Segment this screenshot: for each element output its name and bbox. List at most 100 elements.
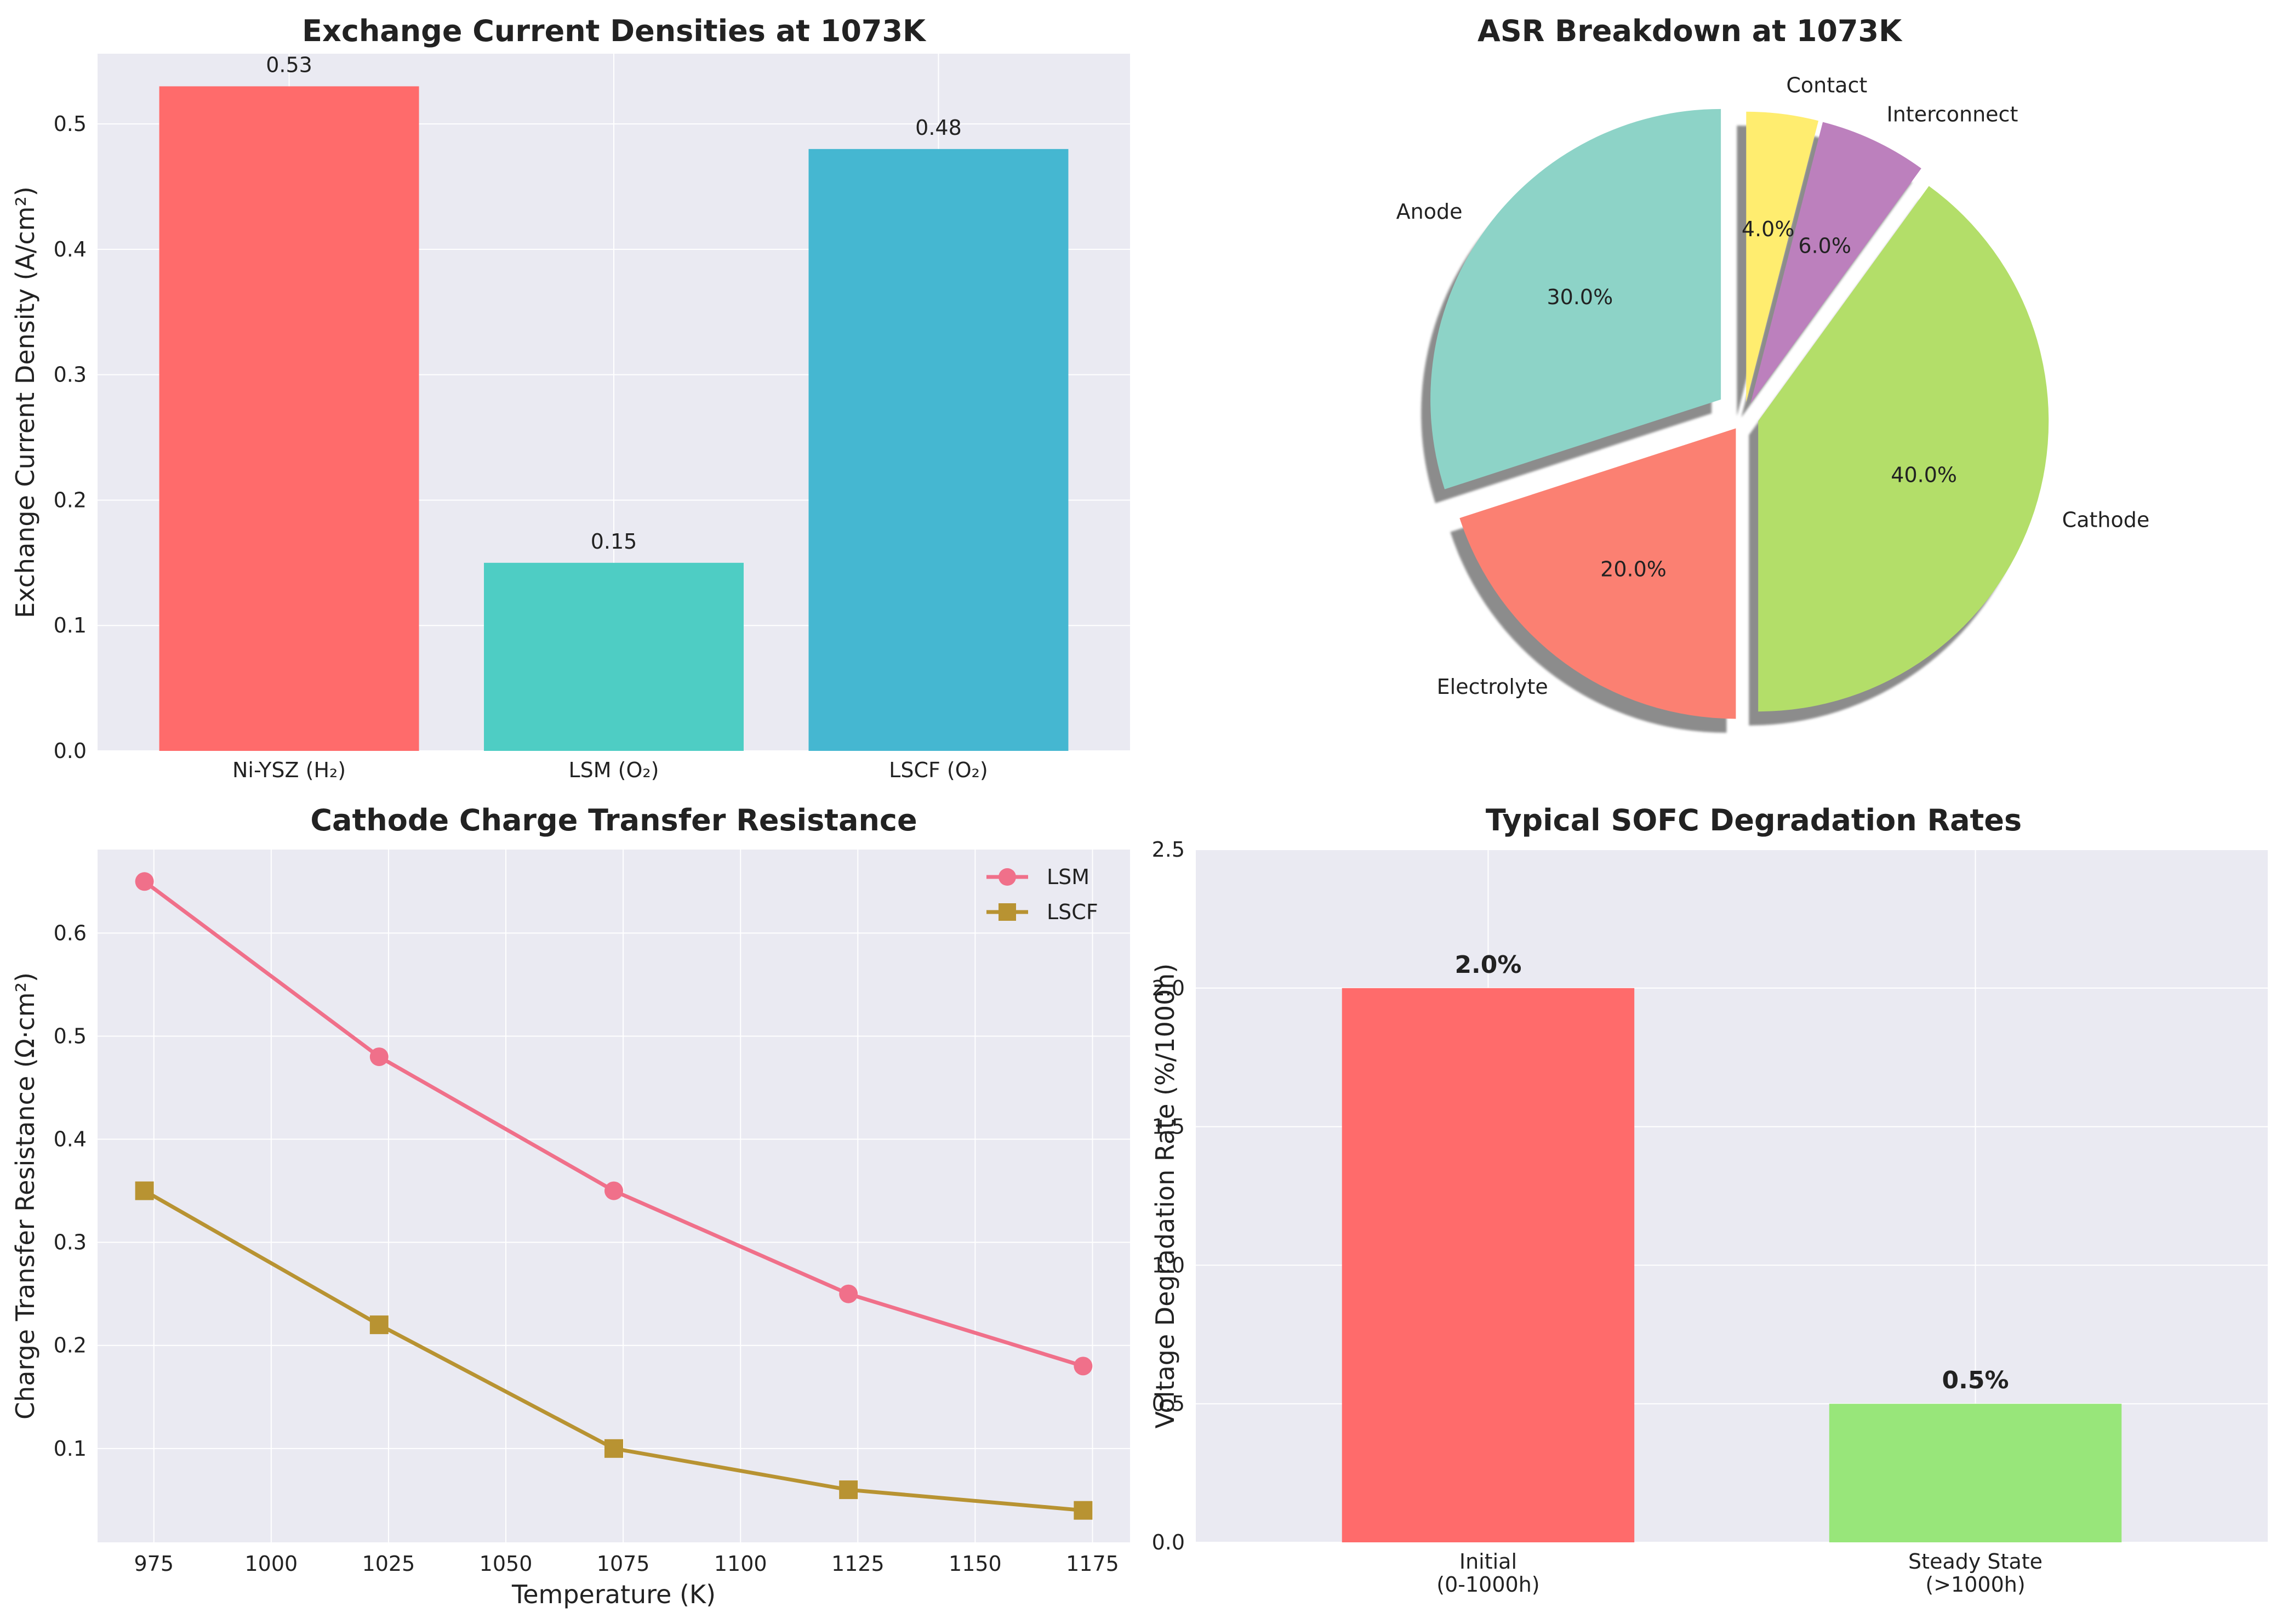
bar <box>1829 1404 2122 1542</box>
bars <box>159 86 1069 751</box>
pie-category-label: Interconnect <box>1887 102 2018 127</box>
y-tick-labels: 0.0 0.1 0.2 0.3 0.4 0.5 <box>54 112 87 763</box>
y-tick-label: 0.2 <box>54 488 87 512</box>
gridlines <box>98 850 1130 1542</box>
x-tick-labels: Ni-YSZ (H₂) LSM (O₂) LSCF (O₂) <box>232 758 988 782</box>
y-tick-label: 0.3 <box>54 363 87 387</box>
bar <box>484 562 744 751</box>
data-point <box>1074 1357 1093 1376</box>
legend: LSM LSCF <box>986 865 1098 924</box>
pie-slice <box>1758 186 2049 712</box>
x-tick-label: 1175 <box>1066 1552 1119 1576</box>
asr-breakdown-chart: 30.0% 20.0% 40.0% 6.0%4.0% Anode Electrolyte… <box>1396 14 2150 733</box>
pie-category-label: Electrolyte <box>1437 675 1548 699</box>
bar-value-label: 0.5% <box>1942 1366 2009 1394</box>
x-tick-label: Steady State (>1000h) <box>1908 1549 2043 1597</box>
data-point <box>1074 1501 1093 1520</box>
bar-value-label: 0.48 <box>915 116 962 140</box>
bar-value-label: 0.15 <box>591 529 637 554</box>
data-point <box>604 1439 623 1458</box>
data-point <box>135 872 154 891</box>
pie-slice <box>1750 122 1921 404</box>
data-labels: 0.53 0.15 0.48 <box>266 53 962 553</box>
y-tick-label: 0.3 <box>54 1230 87 1255</box>
y-tick-label: 1.5 <box>1152 1115 1185 1139</box>
x-tick-label: 1050 <box>480 1552 533 1576</box>
pie-category-label: Contact <box>1786 73 1867 97</box>
y-tick-label: 0.5 <box>54 1024 87 1048</box>
legend-swatch-marker <box>999 868 1016 886</box>
x-tick-label: LSM (O₂) <box>569 758 659 782</box>
data-point <box>839 1284 858 1303</box>
chart-title: Exchange Current Densities at 1073K <box>302 14 927 48</box>
pie-category-label: Cathode <box>2062 508 2150 532</box>
bar <box>1342 988 1635 1542</box>
y-axis-label: Voltage Degradation Rate (%/1000h) <box>1150 964 1180 1429</box>
pie-percent-label: 30.0% <box>1547 285 1613 309</box>
y-tick-label: 0.2 <box>54 1334 87 1358</box>
x-tick-label: LSCF (O₂) <box>889 758 988 782</box>
x-tick-label: Initial (0-1000h) <box>1436 1549 1539 1597</box>
pie-percent-label: 4.0% <box>1742 217 1795 241</box>
pie-slice <box>1430 109 1721 489</box>
y-tick-label: 2.0 <box>1152 976 1185 1000</box>
y-tick-label: 0.1 <box>54 1437 87 1461</box>
x-tick-label: 975 <box>134 1552 174 1576</box>
pie-percent-label: 20.0% <box>1600 557 1667 582</box>
y-tick-label: 2.5 <box>1152 837 1185 862</box>
x-axis-label: Temperature (K) <box>511 1580 716 1609</box>
x-tick-labels: Initial (0-1000h) Steady State (>1000h) <box>1436 1549 2043 1597</box>
degradation-rate-chart: 2.0% 0.5% 0.0 0.5 1.0 1.5 2.0 2.5 Initial (0-10… <box>1150 803 2268 1597</box>
legend-swatch-marker <box>999 903 1016 921</box>
x-tick-label: Ni-YSZ (H₂) <box>232 758 346 782</box>
bar-value-label: 2.0% <box>1454 951 1521 979</box>
bar <box>808 149 1069 751</box>
bar-value-label: 0.53 <box>266 53 312 77</box>
y-tick-label: 0.5 <box>1152 1392 1185 1416</box>
pie-percent-label: 40.0% <box>1891 463 1957 487</box>
exchange-current-chart: 0.53 0.15 0.48 0.0 0.1 0.2 0.3 0.4 0.5 Ni-YSZ (… <box>10 14 1130 782</box>
pie-slice <box>1746 111 1819 402</box>
y-axis-label: Exchange Current Density (A/cm²) <box>10 186 40 618</box>
legend-label: LSM <box>1047 865 1089 889</box>
chart-title: ASR Breakdown at 1073K <box>1477 14 1903 48</box>
y-tick-label: 0.0 <box>54 739 87 763</box>
charge-transfer-chart: 0.1 0.2 0.3 0.4 0.5 0.6 975 1000 1025 1050 1075 11… <box>10 803 1130 1609</box>
pie-percent-label: 6.0% <box>1798 233 1851 258</box>
pie-category-labels: Anode Electrolyte Cathode Interconnect Conta… <box>1396 73 2150 699</box>
y-tick-labels: 0.0 0.5 1.0 1.5 2.0 2.5 <box>1152 837 1185 1554</box>
x-tick-labels: 975 1000 1025 1050 1075 1100 1125 1150 1175 <box>134 1552 1119 1576</box>
x-tick-label: 1100 <box>714 1552 767 1576</box>
data-point <box>369 1315 389 1335</box>
pie-percent-labels: 30.0% 20.0% 40.0% 6.0%4.0% <box>1547 217 1957 581</box>
x-tick-label: 1000 <box>244 1552 298 1576</box>
chart-title: Typical SOFC Degradation Rates <box>1486 803 2022 837</box>
chart-title: Cathode Charge Transfer Resistance <box>310 803 917 837</box>
y-tick-label: 0.5 <box>54 112 87 136</box>
y-tick-label: 0.1 <box>54 613 87 637</box>
data-point <box>369 1047 389 1067</box>
bars <box>1342 988 2122 1542</box>
x-tick-label: 1025 <box>362 1552 415 1576</box>
bar <box>159 86 419 751</box>
y-tick-label: 0.0 <box>1152 1530 1185 1554</box>
y-tick-label: 0.4 <box>54 237 87 261</box>
pie-category-label: Anode <box>1396 200 1463 224</box>
pie-slices <box>1430 109 2049 719</box>
x-tick-label: 1075 <box>597 1552 650 1576</box>
y-axis-label: Charge Transfer Resistance (Ω·cm²) <box>10 972 40 1420</box>
pie-slice <box>1459 428 1736 719</box>
y-tick-label: 1.0 <box>1152 1253 1185 1277</box>
data-point <box>135 1181 154 1200</box>
x-tick-label: 1125 <box>831 1552 885 1576</box>
x-tick-label: 1150 <box>949 1552 1002 1576</box>
data-labels: 2.0% 0.5% <box>1454 951 2009 1394</box>
y-tick-label: 0.4 <box>54 1127 87 1152</box>
data-point <box>604 1181 623 1200</box>
data-point <box>839 1480 858 1500</box>
legend-label: LSCF <box>1047 900 1098 924</box>
y-tick-labels: 0.1 0.2 0.3 0.4 0.5 0.6 <box>54 921 87 1460</box>
y-tick-label: 0.6 <box>54 921 87 945</box>
series-markers <box>135 872 1093 1520</box>
